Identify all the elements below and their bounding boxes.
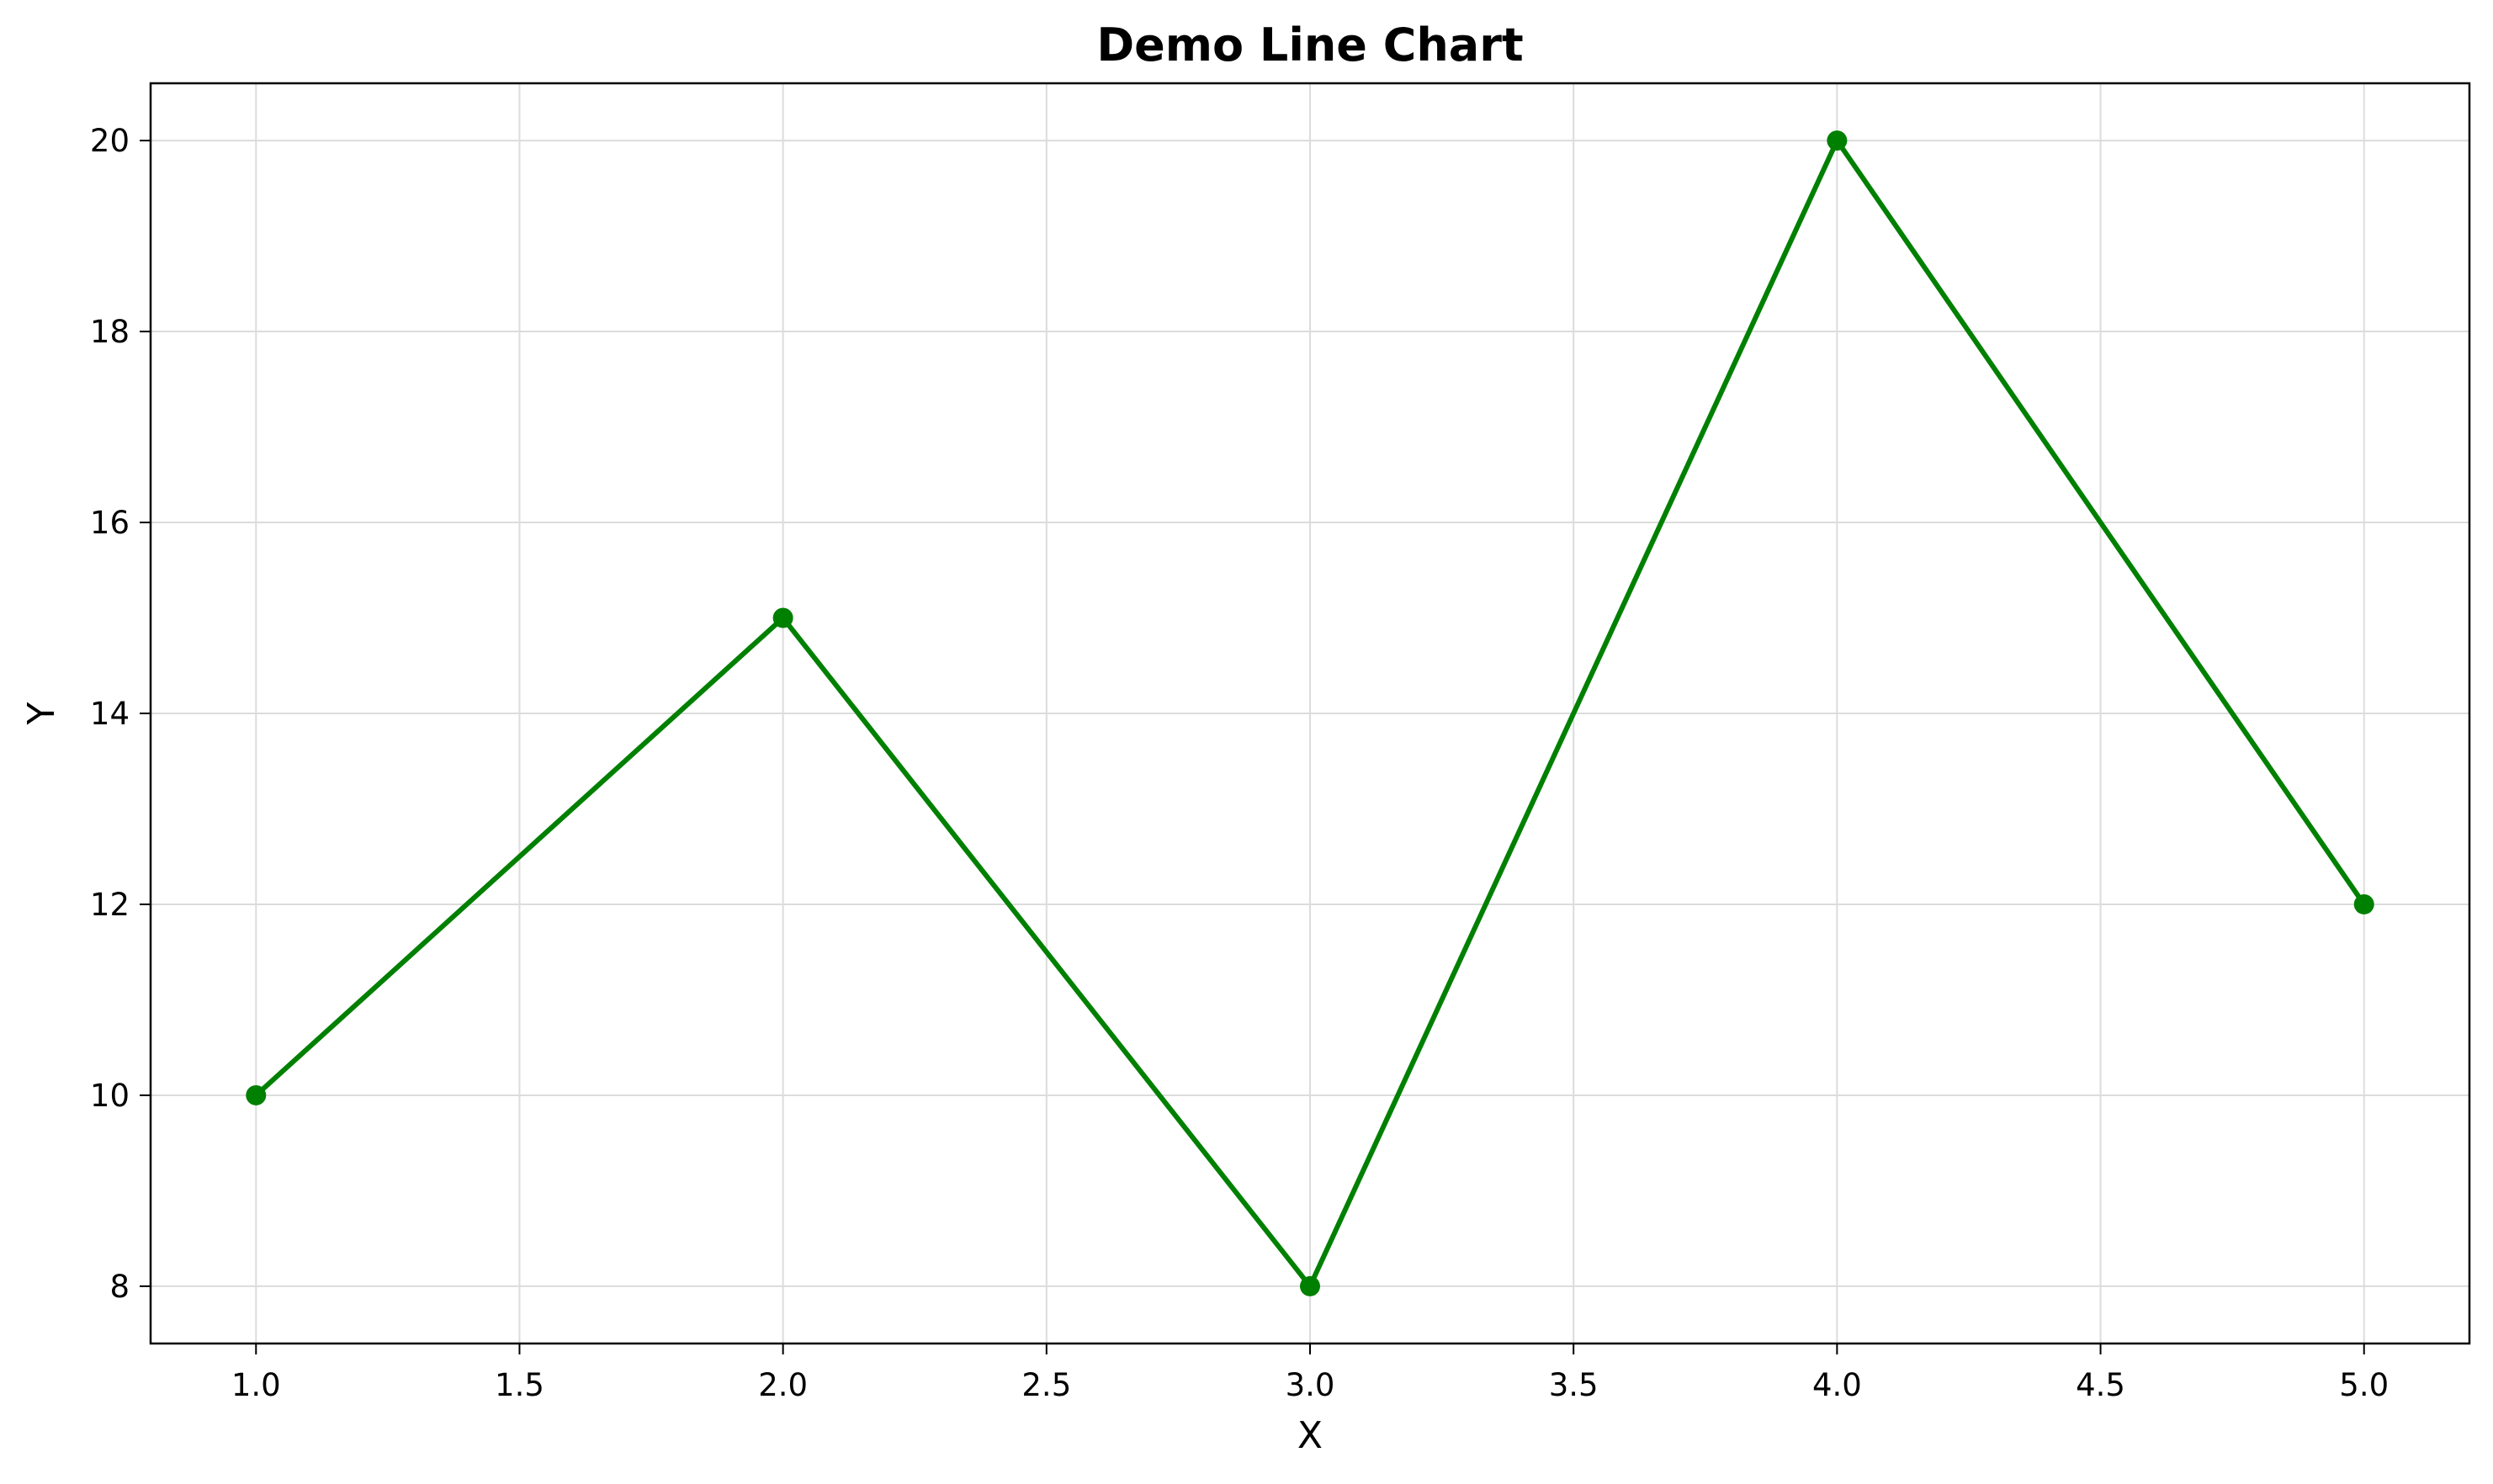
- data-point: [772, 607, 793, 628]
- y-tick-label: 8: [109, 1269, 130, 1305]
- x-tick-label: 4.5: [2076, 1367, 2125, 1403]
- y-tick-label: 16: [90, 505, 130, 541]
- x-tick-label: 1.5: [495, 1367, 544, 1403]
- data-point: [246, 1084, 267, 1105]
- chart-title: Demo Line Chart: [1096, 19, 1523, 72]
- data-point: [2353, 893, 2374, 914]
- data-point: [1300, 1275, 1320, 1296]
- x-tick-label: 2.5: [1021, 1367, 1071, 1403]
- y-tick-label: 18: [90, 314, 130, 350]
- data-point: [1827, 130, 1848, 151]
- x-tick-label: 4.0: [1812, 1367, 1862, 1403]
- series-layer: [246, 130, 2374, 1296]
- x-tick-label: 3.0: [1286, 1367, 1335, 1403]
- x-tick-label: 5.0: [2339, 1367, 2389, 1403]
- x-tick-label: 2.0: [758, 1367, 808, 1403]
- y-tick-label: 12: [90, 887, 130, 923]
- y-tick-label: 10: [90, 1078, 130, 1114]
- x-axis-label: X: [1297, 1414, 1323, 1457]
- x-tick-label: 1.0: [231, 1367, 281, 1403]
- ticks: 1.0 1.5 2.0 2.5 3.0 3.5 4.0 4.5 5.0 8 10 12 14 16 18 20: [90, 123, 2389, 1403]
- y-tick-label: 14: [90, 696, 130, 732]
- x-tick-label: 3.5: [1549, 1367, 1599, 1403]
- y-axis-label: Y: [20, 702, 63, 725]
- y-tick-label: 20: [90, 123, 130, 159]
